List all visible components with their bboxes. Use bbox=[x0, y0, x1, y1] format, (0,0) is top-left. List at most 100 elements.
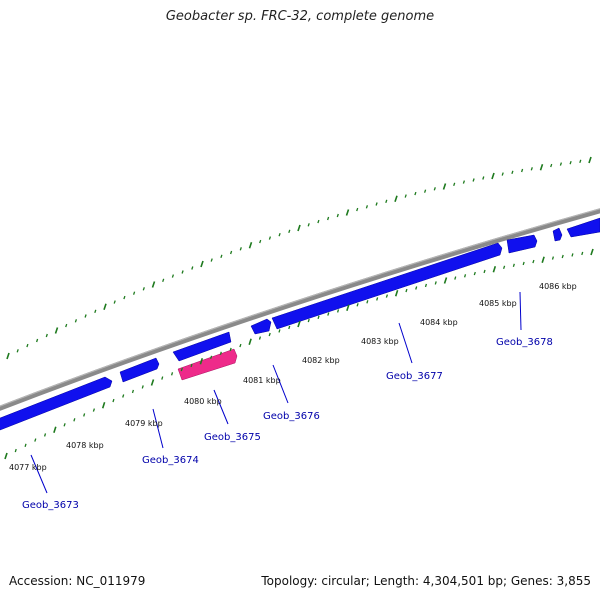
scale-labels: 4077 kbp 4078 kbp 4079 kbp 4080 kbp 4081… bbox=[9, 282, 577, 472]
scale-label: 4077 kbp bbox=[9, 463, 47, 472]
major-tick bbox=[53, 426, 57, 434]
major-tick bbox=[297, 320, 301, 328]
minor-tick bbox=[502, 265, 506, 270]
gene-arrow[interactable] bbox=[119, 357, 160, 383]
minor-tick bbox=[45, 333, 48, 338]
minor-tick bbox=[307, 318, 310, 323]
gene-arrow[interactable] bbox=[566, 217, 600, 238]
minor-tick bbox=[113, 300, 116, 304]
map-title: Geobacter sp. FRC-32, complete genome bbox=[165, 9, 435, 24]
minor-tick bbox=[317, 219, 320, 224]
gene-arrow[interactable] bbox=[172, 331, 232, 362]
major-tick bbox=[4, 452, 8, 460]
minor-tick bbox=[532, 259, 535, 264]
minor-tick bbox=[522, 261, 525, 266]
minor-tick bbox=[74, 319, 78, 323]
minor-tick bbox=[122, 394, 125, 398]
major-tick bbox=[345, 209, 350, 216]
minor-tick bbox=[171, 274, 175, 278]
minor-tick bbox=[43, 433, 47, 437]
minor-tick bbox=[229, 250, 233, 255]
minor-tick bbox=[356, 303, 359, 307]
minor-tick bbox=[112, 398, 115, 403]
minor-tick bbox=[520, 168, 524, 173]
minor-tick bbox=[483, 269, 486, 274]
scale-label: 4086 kbp bbox=[539, 282, 577, 291]
gene-arrow[interactable] bbox=[506, 234, 538, 254]
scale-label: 4083 kbp bbox=[361, 337, 399, 346]
gene-arrow-highlight[interactable] bbox=[177, 348, 238, 381]
minor-tick bbox=[16, 349, 19, 353]
minor-tick bbox=[94, 309, 97, 314]
gene-label[interactable]: Geob_3678 bbox=[496, 337, 553, 348]
minor-tick bbox=[326, 216, 330, 221]
minor-tick bbox=[512, 263, 515, 267]
minor-tick bbox=[239, 247, 242, 251]
minor-tick bbox=[142, 287, 145, 291]
genome-stats-text: Topology: circular; Length: 4,304,501 bp… bbox=[261, 574, 591, 588]
minor-tick bbox=[462, 180, 466, 184]
gene-labels: Geob_3673 Geob_3674 Geob_3675 Geob_3676 … bbox=[22, 337, 553, 511]
scale-label: 4085 kbp bbox=[479, 299, 517, 308]
scale-label: 4078 kbp bbox=[66, 441, 104, 450]
major-tick bbox=[539, 163, 544, 171]
minor-tick bbox=[288, 229, 291, 234]
minor-tick bbox=[530, 167, 533, 171]
gene-arrow[interactable] bbox=[250, 318, 272, 335]
minor-tick bbox=[83, 413, 86, 417]
gene-arrow[interactable] bbox=[271, 242, 503, 330]
minor-tick bbox=[268, 236, 272, 240]
gene-arrow[interactable] bbox=[552, 227, 563, 242]
gene-label[interactable]: Geob_3675 bbox=[204, 432, 261, 443]
minor-tick bbox=[559, 162, 563, 166]
minor-tick bbox=[579, 159, 582, 164]
minor-tick bbox=[288, 325, 291, 330]
minor-tick bbox=[34, 438, 37, 442]
minor-tick bbox=[366, 300, 369, 304]
major-tick bbox=[248, 241, 253, 249]
major-tick bbox=[103, 303, 107, 310]
minor-tick bbox=[131, 389, 135, 394]
gene-label[interactable]: Geob_3673 bbox=[22, 500, 79, 511]
minor-tick bbox=[581, 251, 584, 256]
genome-backbone bbox=[0, 208, 600, 411]
minor-tick bbox=[26, 343, 29, 348]
minor-tick bbox=[327, 312, 330, 316]
minor-tick bbox=[84, 314, 87, 318]
minor-tick bbox=[405, 288, 408, 293]
major-tick bbox=[492, 266, 497, 273]
minor-tick bbox=[132, 291, 136, 295]
minor-tick bbox=[473, 271, 476, 276]
minor-tick bbox=[385, 199, 388, 204]
minor-tick bbox=[415, 286, 418, 290]
major-tick bbox=[491, 172, 495, 180]
minor-tick bbox=[239, 343, 242, 348]
major-tick bbox=[199, 358, 204, 365]
gene-label[interactable]: Geob_3676 bbox=[263, 411, 320, 422]
minor-tick bbox=[571, 253, 574, 257]
gene-label[interactable]: Geob_3677 bbox=[386, 371, 443, 382]
major-tick bbox=[151, 281, 156, 288]
minor-tick bbox=[210, 258, 213, 262]
minor-tick bbox=[307, 223, 310, 227]
major-tick bbox=[297, 224, 301, 232]
gene-label[interactable]: Geob_3674 bbox=[142, 455, 199, 466]
minor-tick bbox=[73, 418, 76, 422]
minor-tick bbox=[258, 336, 262, 340]
major-tick bbox=[394, 290, 399, 297]
scale-label: 4081 kbp bbox=[243, 376, 281, 385]
minor-tick bbox=[63, 423, 66, 427]
minor-tick bbox=[385, 294, 389, 298]
major-tick bbox=[394, 195, 398, 202]
minor-tick bbox=[433, 187, 436, 191]
minor-tick bbox=[220, 254, 223, 259]
gene-arrow[interactable] bbox=[0, 376, 113, 432]
minor-tick bbox=[229, 347, 232, 352]
minor-tick bbox=[268, 332, 271, 337]
minor-tick bbox=[336, 309, 340, 313]
minor-tick bbox=[511, 170, 514, 175]
minor-tick bbox=[162, 278, 165, 283]
minor-tick bbox=[65, 323, 68, 328]
minor-tick bbox=[219, 351, 222, 355]
minor-tick bbox=[191, 266, 194, 270]
